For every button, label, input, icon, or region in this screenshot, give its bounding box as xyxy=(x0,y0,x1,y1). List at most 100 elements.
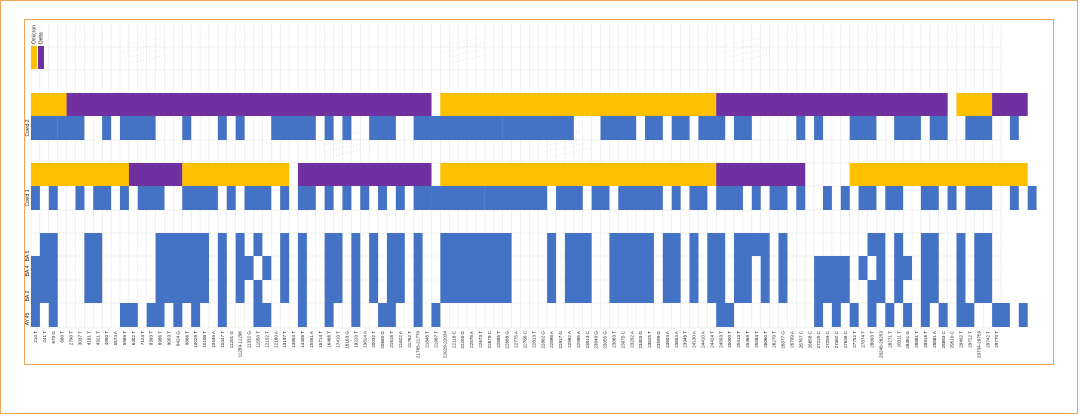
mutation-cell-covid-2 xyxy=(600,116,637,140)
x-tick-label: 22992 A xyxy=(567,330,572,348)
mutation-cell-ba-5 xyxy=(894,233,904,256)
mutation-cell-ba-2 xyxy=(956,280,966,303)
x-tick-label: 10198 T xyxy=(202,331,207,348)
mutation-cell-covid-2 xyxy=(1009,116,1019,140)
mutation-cell-ba-4 xyxy=(778,256,788,280)
x-tick-label: 4181 T xyxy=(86,331,91,345)
mutation-cell-ba-2 xyxy=(84,280,103,303)
x-tick-label: 13953 T xyxy=(291,331,296,348)
mutation-cell-ay-45 xyxy=(903,303,913,327)
x-tick-label: 13197 T xyxy=(282,331,287,348)
mutation-cell-covid-2 xyxy=(369,116,396,140)
mutation-cell-ba-4 xyxy=(894,256,913,280)
mutation-cell-ba-5 xyxy=(609,233,654,256)
x-tick-label: 23948 T xyxy=(683,331,688,348)
segment-bar-omicron xyxy=(849,163,1028,186)
mutation-cell-ba-2 xyxy=(440,280,512,303)
segment-bar-delta xyxy=(66,93,432,116)
row-label-ay-45: AY.45 xyxy=(25,312,31,325)
x-tick-label: 22686 T xyxy=(496,331,501,348)
x-tick-label: 29734-29759 xyxy=(976,331,981,359)
mutation-cell-covid-1 xyxy=(324,186,334,210)
x-tick-label: 29742 T xyxy=(985,331,990,348)
mutation-cell-covid-1 xyxy=(840,186,850,210)
mutation-cell-covid-2 xyxy=(734,116,752,140)
x-tick-label: 22813 T xyxy=(531,331,536,348)
mutation-cell-ba-2 xyxy=(974,280,993,303)
mutation-cell-ba-4 xyxy=(369,256,379,280)
x-tick-label: 27382 C xyxy=(834,330,839,348)
mutation-cell-covid-1 xyxy=(378,186,387,210)
mutation-cell-ay-45 xyxy=(297,303,307,327)
mutation-cell-covid-2 xyxy=(57,116,85,140)
x-tick-label: 28271 T xyxy=(887,331,892,348)
x-tick-label: 24130 A xyxy=(692,330,697,348)
mutation-cell-ba-5 xyxy=(413,233,423,256)
x-tick-label: 28916 T xyxy=(923,331,928,348)
mutation-cell-covid-1 xyxy=(342,186,352,210)
x-tick-label: 15451 A xyxy=(309,330,314,348)
x-tick-label: 8393 T xyxy=(149,331,154,345)
x-tick-label: 23013 C xyxy=(585,330,590,348)
x-tick-label: 25413 T xyxy=(736,331,741,348)
x-tick-label: 21618 T xyxy=(389,331,394,348)
x-tick-label: 14408 T xyxy=(300,331,305,348)
x-tick-label: 12160 A xyxy=(273,330,278,348)
mutation-cell-ba-4 xyxy=(814,256,850,280)
mutation-cell-covid-1 xyxy=(885,186,904,210)
mutation-cell-ba-4 xyxy=(564,256,592,280)
x-tick-label: 26858 C xyxy=(807,330,812,348)
mutation-cell-ba-2 xyxy=(734,280,752,303)
x-tick-label: 29770 T xyxy=(994,331,999,348)
x-tick-label: 18163 G xyxy=(345,331,350,349)
mutation-cell-ba-4 xyxy=(84,256,103,280)
mutation-cell-ba-4 xyxy=(974,256,993,280)
x-tick-label: 19220 T xyxy=(353,331,358,348)
legend-label-omicron: Omicron xyxy=(32,25,38,44)
mutation-cell-ay-45 xyxy=(867,303,877,327)
mutation-cell-ba-2 xyxy=(689,280,699,303)
mutation-cell-ba-2 xyxy=(297,280,307,303)
mutation-cell-covid-2 xyxy=(271,116,316,140)
mutation-cell-covid-1 xyxy=(965,186,993,210)
mutation-cell-ba-5 xyxy=(707,233,726,256)
x-tick-label: 19814 A xyxy=(362,330,367,348)
x-tick-label: 22029-22034 xyxy=(442,331,447,359)
segment-bar-omicron xyxy=(31,163,129,186)
mutation-cell-covid-1 xyxy=(1009,186,1019,210)
segment-bar-omicron xyxy=(956,93,993,116)
mutation-cell-ba-5 xyxy=(235,233,245,256)
x-tick-label: 4950 T xyxy=(104,331,109,345)
x-tick-label: 22775 A xyxy=(514,330,519,348)
mutation-cell-ay-45 xyxy=(716,303,735,327)
mutation-cell-covid-2 xyxy=(965,116,993,140)
x-tick-label: 27874 T xyxy=(861,331,866,348)
x-tick-label: 23075 C xyxy=(620,330,625,348)
x-tick-label: 22882 G xyxy=(540,331,545,349)
segment-bar-delta xyxy=(297,163,432,186)
mutation-cell-covid-1 xyxy=(280,186,290,210)
x-tick-label: 22578 A xyxy=(469,330,474,348)
mutation-cell-ba-5 xyxy=(351,233,361,256)
mutation-cell-ba-5 xyxy=(867,233,886,256)
mutation-cell-covid-1 xyxy=(556,186,583,210)
mutation-cell-ba-5 xyxy=(297,233,307,256)
mutation-cell-ba-5 xyxy=(369,233,379,256)
x-tick-label: 27638 C xyxy=(843,330,848,348)
x-tick-label: 11289-11296 xyxy=(238,331,243,358)
mutation-cell-covid-2 xyxy=(671,116,690,140)
mutation-cell-ba-5 xyxy=(386,233,405,256)
mutation-cell-covid-1 xyxy=(618,186,663,210)
mutation-cell-ba-4 xyxy=(662,256,681,280)
x-tick-label: 6402 T xyxy=(131,331,136,345)
mutation-cell-ay-45 xyxy=(1018,303,1028,327)
x-tick-label: 11332 G xyxy=(247,331,252,349)
mutation-cell-ay-45 xyxy=(413,303,423,327)
mutation-cell-ay-45 xyxy=(217,303,227,327)
mutation-cell-covid-1 xyxy=(48,186,58,210)
x-tick-label: 20660 G xyxy=(380,331,385,349)
segment-bar-delta xyxy=(716,163,806,186)
mutation-cell-ba-4 xyxy=(440,256,512,280)
mutation-cell-covid-2 xyxy=(217,116,227,140)
mutation-cell-ay-45 xyxy=(191,303,201,327)
